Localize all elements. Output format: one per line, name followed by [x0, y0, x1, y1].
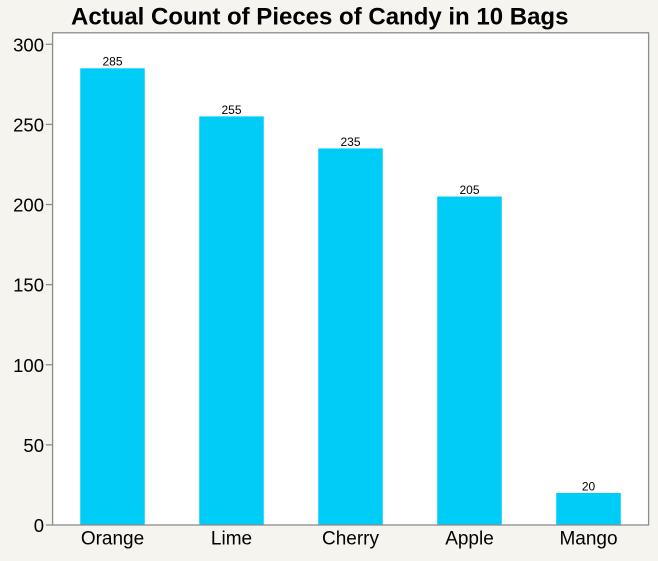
svg-text:235: 235: [340, 135, 360, 149]
svg-text:285: 285: [102, 55, 122, 69]
svg-text:20: 20: [582, 479, 596, 493]
svg-text:Apple: Apple: [445, 529, 494, 550]
svg-text:0: 0: [34, 515, 44, 536]
svg-text:Orange: Orange: [81, 529, 144, 550]
svg-text:Mango: Mango: [559, 529, 617, 550]
svg-text:Lime: Lime: [211, 529, 252, 550]
svg-text:300: 300: [13, 34, 44, 55]
svg-text:250: 250: [13, 114, 44, 135]
svg-text:255: 255: [221, 103, 241, 117]
svg-text:50: 50: [23, 435, 44, 456]
svg-text:100: 100: [13, 355, 44, 376]
svg-text:Cherry: Cherry: [322, 529, 380, 550]
svg-text:205: 205: [459, 183, 479, 197]
svg-text:150: 150: [13, 275, 44, 296]
svg-text:200: 200: [13, 195, 44, 216]
svg-text:Actual Count of Pieces of Cand: Actual Count of Pieces of Candy in 10 Ba…: [71, 4, 568, 31]
